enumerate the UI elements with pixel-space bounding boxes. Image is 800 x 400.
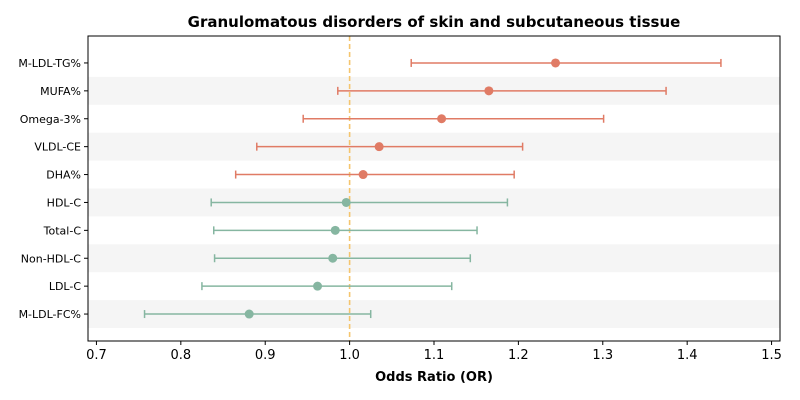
x-tick-label: 0.7 [86,348,107,363]
or-point [374,142,384,152]
chart-title: Granulomatous disorders of skin and subc… [188,13,681,31]
y-tick-label: Total-C [43,224,82,237]
y-tick-label: LDL-C [49,280,82,293]
y-tick-label: VLDL-CE [34,141,81,154]
or-point [341,197,351,207]
y-tick-label: MUFA% [40,85,81,98]
y-axis: M-LDL-TG% MUFA% Omega-3% VLDL-CE DHA% HDL-C To… [18,57,88,321]
x-axis-label: Odds Ratio (OR) [375,370,493,385]
x-tick-label: 0.9 [255,348,276,363]
y-tick-label: M-LDL-FC% [19,308,81,321]
x-tick-label: 1.1 [424,348,445,363]
y-tick-label: HDL-C [47,196,82,209]
y-tick-label: DHA% [46,169,81,182]
x-tick-label: 1.4 [677,348,698,363]
or-point [358,170,368,180]
x-axis: 0.7 0.8 0.9 1.0 1.1 1.2 1.3 1.4 1.5 [86,341,782,363]
y-tick-label: Omega-3% [20,113,81,126]
or-point [328,253,338,263]
or-point [551,58,561,68]
or-point [437,114,447,124]
x-tick-label: 1.3 [592,348,613,363]
or-point [330,225,340,235]
or-point [313,281,323,291]
plot-marks [143,58,722,319]
y-tick-label: Non-HDL-C [21,252,82,265]
y-tick-label: M-LDL-TG% [18,57,81,70]
x-tick-label: 1.5 [761,348,782,363]
x-tick-label: 1.0 [339,348,360,363]
or-point [484,86,494,96]
x-tick-label: 1.2 [508,348,529,363]
or-point [244,309,254,319]
x-tick-label: 0.8 [170,348,191,363]
